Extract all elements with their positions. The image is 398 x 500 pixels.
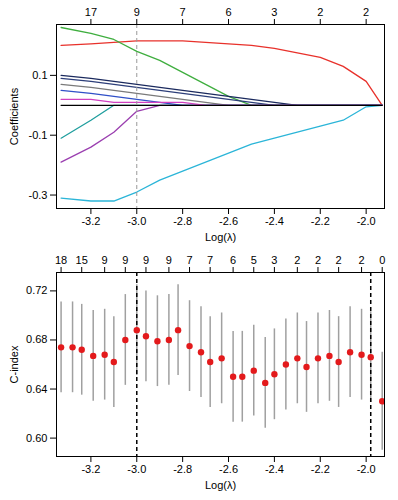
svg-text:15: 15 [76,254,88,266]
svg-text:2: 2 [315,254,321,266]
svg-text:7: 7 [180,6,186,18]
svg-text:-3.2: -3.2 [81,463,100,475]
svg-text:7: 7 [207,254,213,266]
svg-text:-2.0: -2.0 [357,215,376,227]
svg-text:17: 17 [85,6,97,18]
svg-text:0.68: 0.68 [26,333,47,345]
svg-text:2: 2 [359,254,365,266]
svg-text:-2.4: -2.4 [265,215,284,227]
svg-text:9: 9 [134,6,140,18]
svg-text:-2.6: -2.6 [219,215,238,227]
svg-text:-2.4: -2.4 [265,463,284,475]
svg-text:-3.0: -3.0 [127,463,146,475]
svg-text:-3.0: -3.0 [127,215,146,227]
svg-text:0.64: 0.64 [26,383,47,395]
svg-text:-2.6: -2.6 [219,463,238,475]
svg-text:2: 2 [317,6,323,18]
svg-text:3: 3 [271,6,277,18]
svg-text:-2.2: -2.2 [311,215,330,227]
svg-text:Log(λ): Log(λ) [205,231,236,243]
svg-text:-3.2: -3.2 [81,215,100,227]
svg-text:-2.8: -2.8 [173,463,192,475]
svg-text:0: 0 [379,254,385,266]
svg-text:9: 9 [102,254,108,266]
svg-text:0.1: 0.1 [32,69,47,81]
svg-text:9: 9 [122,254,128,266]
svg-text:7: 7 [186,254,192,266]
svg-text:18: 18 [55,254,67,266]
svg-text:-0.1: -0.1 [29,129,48,141]
svg-text:2: 2 [363,6,369,18]
svg-text:6: 6 [225,6,231,18]
svg-text:-0.3: -0.3 [29,189,48,201]
svg-text:-2.2: -2.2 [311,463,330,475]
svg-text:-2.8: -2.8 [173,215,192,227]
svg-text:Coefficients: Coefficients [8,87,20,145]
svg-text:3: 3 [271,254,277,266]
svg-text:0.72: 0.72 [26,284,47,296]
svg-text:2: 2 [336,254,342,266]
svg-text:6: 6 [230,254,236,266]
svg-text:Log(λ): Log(λ) [205,479,236,491]
svg-text:9: 9 [143,254,149,266]
svg-text:5: 5 [251,254,257,266]
svg-text:-2.0: -2.0 [357,463,376,475]
svg-text:2: 2 [294,254,300,266]
svg-text:9: 9 [166,254,172,266]
svg-text:C-index: C-index [8,345,20,383]
svg-text:0.60: 0.60 [26,432,47,444]
